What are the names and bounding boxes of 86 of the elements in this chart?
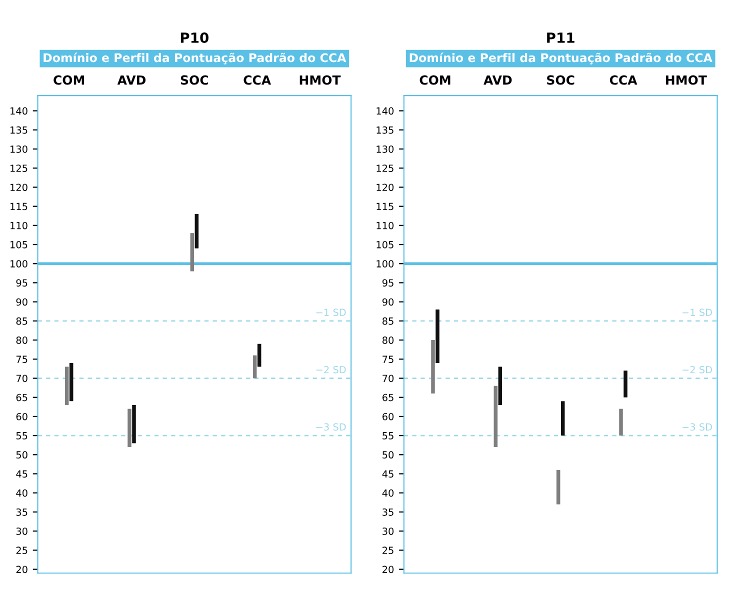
y-tick-label: 50: [16, 451, 28, 459]
ref-line-label: −1 SD: [682, 308, 712, 316]
y-tick-label: 65: [382, 394, 394, 402]
y-tick-label: 120: [10, 184, 28, 192]
y-tick-label: 100: [10, 260, 28, 268]
y-tick-label: 75: [382, 356, 394, 363]
bar: [190, 233, 194, 272]
y-tick-label: 75: [16, 356, 28, 363]
bar: [560, 401, 565, 436]
y-tick-label: 140: [10, 107, 28, 115]
chart-title: P11: [547, 32, 574, 43]
y-tick-label: 90: [382, 298, 394, 306]
y-tick-label: 25: [16, 546, 28, 554]
y-tick-label: 80: [16, 336, 28, 344]
y-tick-label: 60: [16, 412, 28, 420]
x-tick-label: CCA: [244, 75, 272, 85]
y-tick-label: 70: [16, 374, 28, 382]
chart-subtitle: Domínio e Perfil da Pontuação Padrão do CCA: [44, 52, 346, 64]
y-tick-label: 65: [16, 394, 28, 402]
bar: [132, 405, 136, 444]
y-tick-label: 45: [382, 470, 394, 478]
bar: [436, 309, 440, 363]
y-tick-label: 20: [16, 566, 28, 574]
y-tick-label: 105: [10, 241, 28, 248]
y-tick-label: 125: [376, 164, 394, 172]
ref-line-label: −3 SD: [316, 423, 346, 431]
y-tick-label: 85: [382, 317, 394, 325]
x-tick-label: SOC: [180, 75, 208, 85]
ref-line-label: −2 SD: [682, 366, 712, 374]
bar: [619, 408, 623, 436]
y-tick-label: 95: [16, 279, 28, 287]
chart-subtitle: Domínio e Perfil da Pontuação Padrão do CCA: [410, 52, 712, 64]
x-tick-label: COM: [420, 75, 450, 85]
y-tick-label: 80: [382, 336, 394, 344]
y-tick-label: 130: [10, 145, 28, 153]
y-tick-label: 115: [10, 202, 28, 210]
y-tick-label: 110: [10, 222, 28, 230]
x-tick-label: SOC: [547, 75, 574, 85]
y-tick-label: 130: [376, 145, 394, 153]
y-tick-label: 35: [382, 508, 394, 516]
bar: [194, 214, 199, 248]
y-tick-label: 135: [376, 126, 394, 134]
ref-line-label: −2 SD: [316, 366, 346, 374]
y-tick-label: 105: [376, 241, 394, 248]
x-tick-label: AVD: [484, 75, 512, 85]
y-tick-label: 55: [382, 432, 394, 440]
ref-line-label: −1 SD: [316, 308, 346, 316]
y-tick-label: 125: [10, 164, 28, 172]
y-tick-label: 45: [16, 470, 28, 478]
bar: [494, 386, 498, 448]
bar: [498, 366, 502, 406]
bar: [252, 355, 257, 378]
ref-line-label: −3 SD: [682, 423, 712, 431]
y-tick-label: 90: [16, 298, 28, 306]
y-tick-label: 95: [382, 279, 394, 287]
y-tick-label: 30: [382, 528, 394, 535]
y-tick-label: 55: [16, 432, 28, 440]
y-tick-label: 110: [376, 222, 394, 230]
y-tick-label: 120: [376, 184, 394, 192]
x-tick-label: CCA: [610, 75, 638, 85]
y-tick-label: 100: [376, 260, 394, 268]
bar: [556, 470, 560, 504]
y-tick-label: 140: [376, 107, 394, 115]
y-tick-label: 30: [16, 528, 28, 535]
y-tick-label: 20: [382, 566, 394, 574]
y-tick-label: 70: [382, 374, 394, 382]
bar: [624, 370, 628, 398]
bar: [64, 366, 69, 406]
y-tick-label: 25: [382, 546, 394, 554]
bar: [69, 362, 74, 402]
bar: [431, 340, 435, 394]
x-tick-label: HMOT: [666, 75, 707, 85]
bar: [128, 408, 132, 448]
x-tick-label: COM: [54, 75, 84, 85]
y-tick-label: 60: [382, 412, 394, 420]
y-tick-label: 35: [16, 508, 28, 516]
y-tick-label: 40: [16, 489, 28, 497]
chart-title: P10: [180, 32, 208, 43]
y-tick-label: 115: [376, 202, 394, 210]
x-tick-label: AVD: [117, 75, 146, 85]
x-tick-label: HMOT: [300, 75, 341, 85]
y-tick-label: 50: [382, 451, 394, 459]
y-tick-label: 135: [10, 126, 28, 134]
bar: [257, 344, 262, 367]
y-tick-label: 85: [16, 317, 28, 325]
y-tick-label: 40: [382, 489, 394, 497]
